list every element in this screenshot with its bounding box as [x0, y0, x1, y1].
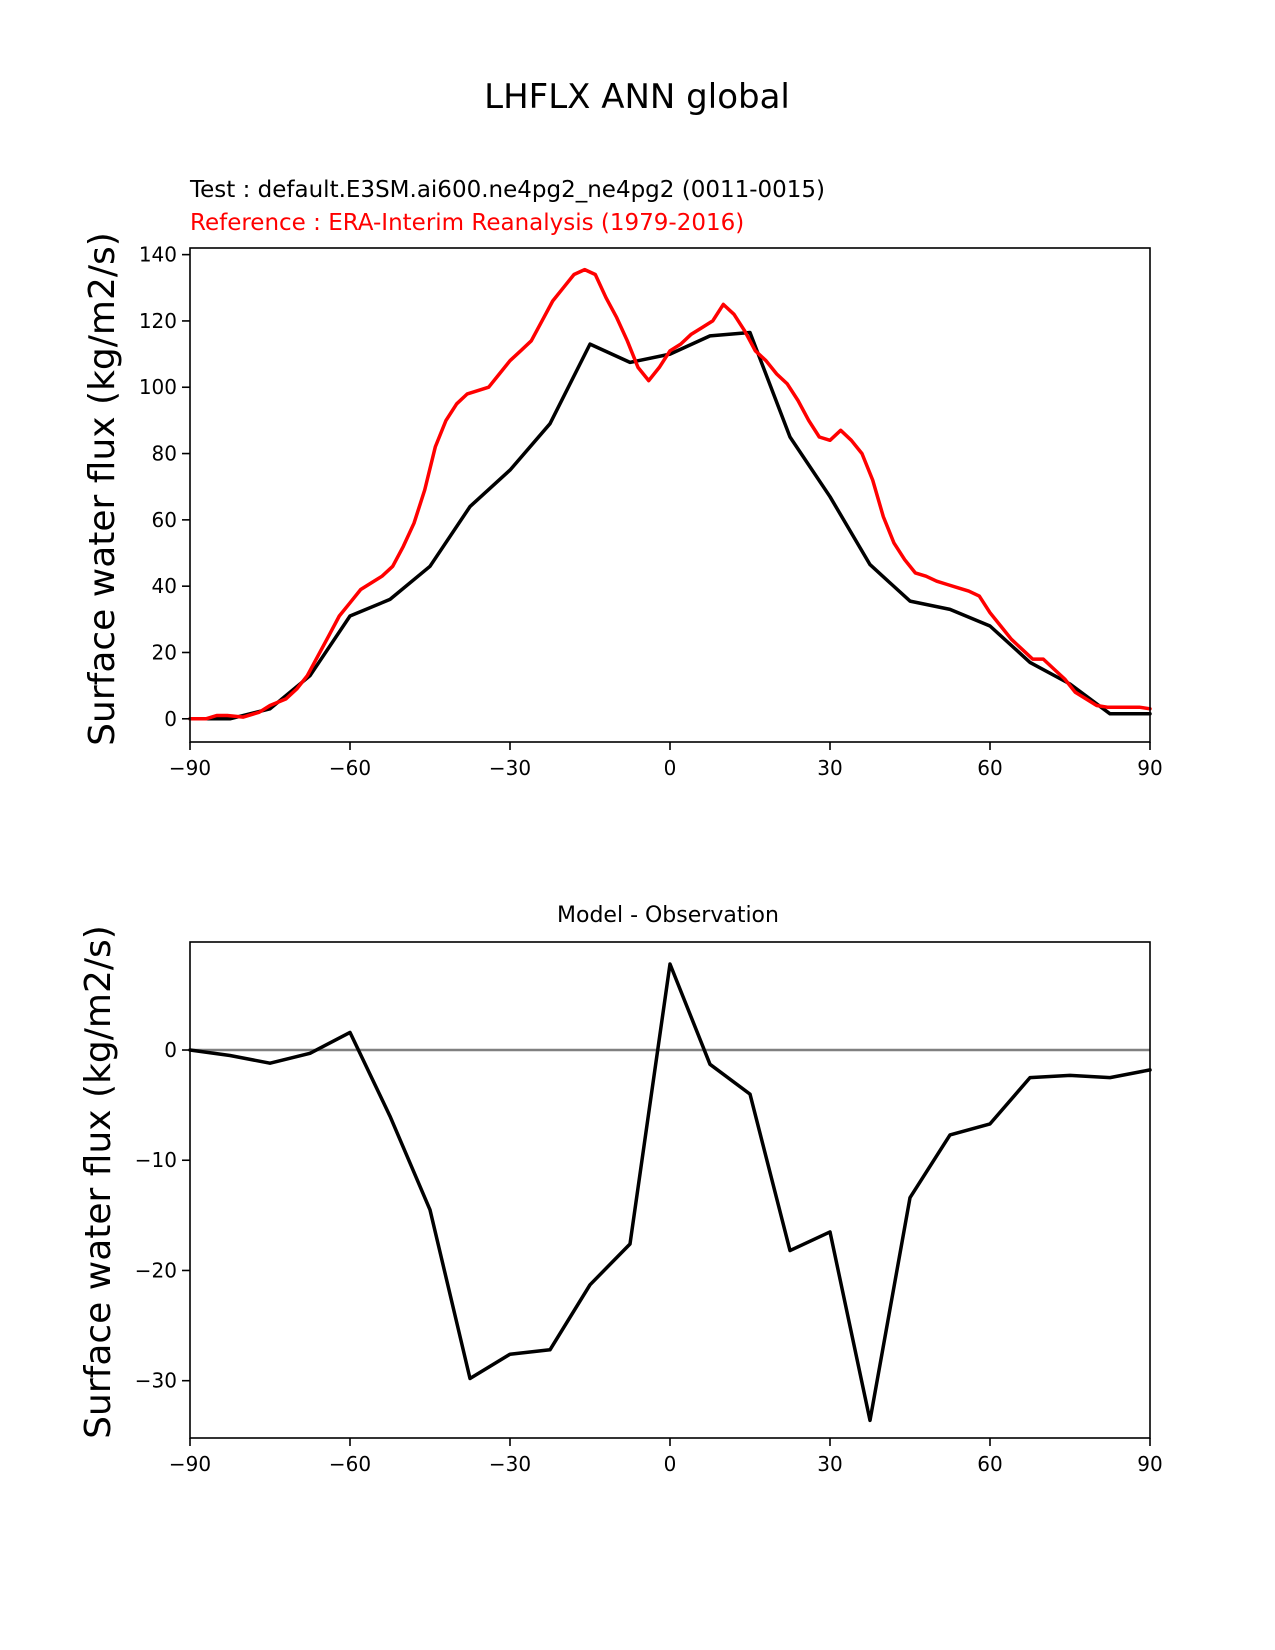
top-y-tick-label: 120	[139, 309, 177, 333]
top-y-tick-label: 60	[152, 508, 177, 532]
bottom-x-tick-label: −90	[169, 1452, 211, 1476]
top-x-tick-label: 60	[977, 756, 1002, 780]
top-series-test	[188, 330, 1152, 721]
top-x-tick-label: 0	[664, 756, 677, 780]
bottom-series-model-observation	[188, 962, 1152, 1423]
bottom-x-tick-label: 90	[1137, 1452, 1162, 1476]
bottom-x-tick-label: 60	[977, 1452, 1002, 1476]
bottom-y-tick-label: −20	[135, 1258, 177, 1282]
top-y-tick-label: 40	[152, 574, 177, 598]
top-x-tick-label: −60	[329, 756, 371, 780]
top-series-reference	[188, 267, 1152, 721]
top-y-tick-label: 80	[152, 442, 177, 466]
bottom-y-axis-label: Surface water flux (kg/m2/s)	[78, 925, 119, 1439]
top-x-tick-label: −30	[489, 756, 531, 780]
top-axes-frame	[189, 247, 1151, 743]
top-y-tick-label: 0	[164, 707, 177, 731]
figure-title: LHFLX ANN global	[484, 77, 790, 117]
bottom-x-tick-label: 30	[817, 1452, 842, 1476]
top-panel: Test : default.E3SM.ai600.ne4pg2_ne4pg2 …	[82, 177, 1163, 780]
bottom-x-tick-label: 0	[664, 1452, 677, 1476]
top-y-tick-label: 20	[152, 640, 177, 664]
reference-label: Reference : ERA-Interim Reanalysis (1979…	[190, 210, 744, 236]
top-x-tick-label: −90	[169, 756, 211, 780]
bottom-panel: Model - Observation Surface water flux (…	[78, 903, 1163, 1476]
bottom-x-tick-label: −30	[489, 1452, 531, 1476]
test-label: Test : default.E3SM.ai600.ne4pg2_ne4pg2 …	[189, 177, 825, 203]
bottom-axes-frame	[189, 941, 1151, 1439]
bottom-x-tick-label: −60	[329, 1452, 371, 1476]
top-y-tick-label: 100	[139, 375, 177, 399]
top-y-axis-label: Surface water flux (kg/m2/s)	[82, 232, 123, 746]
top-y-tick-label: 140	[139, 243, 177, 267]
top-x-tick-label: 90	[1137, 756, 1162, 780]
bottom-y-tick-label: −10	[135, 1148, 177, 1172]
bottom-y-tick-label: −30	[135, 1369, 177, 1393]
top-x-tick-label: 30	[817, 756, 842, 780]
bottom-y-tick-label: 0	[164, 1038, 177, 1062]
bottom-title: Model - Observation	[557, 903, 779, 928]
